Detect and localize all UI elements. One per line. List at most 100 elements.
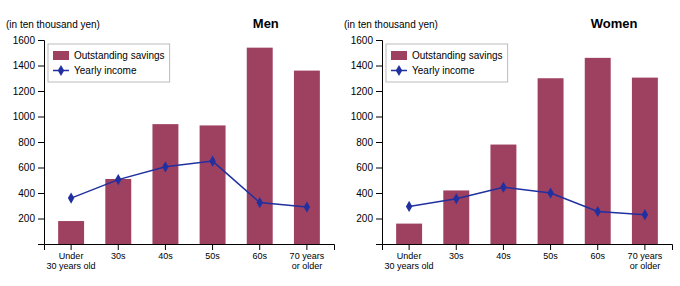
x-tick-mark — [306, 244, 307, 250]
marker — [304, 201, 310, 212]
legend-item: Outstanding savings — [53, 50, 165, 61]
line — [71, 161, 307, 207]
legend-label: Outstanding savings — [74, 50, 165, 61]
y-tick: 1000 — [13, 111, 44, 122]
y-axis-title: (in ten thousand yen) — [344, 19, 438, 30]
legend-swatch — [53, 51, 69, 60]
x-tick-label: 70 yearsor older — [290, 251, 325, 271]
text-line: 40s — [158, 251, 173, 261]
x-tick-label: 40s — [158, 251, 173, 261]
x-tick: 40s — [496, 244, 511, 261]
text-line: or older — [292, 261, 323, 271]
marker — [209, 156, 215, 167]
x-tick-label: 50s — [205, 251, 220, 261]
x-tick-label: 60s — [590, 251, 605, 261]
x-tick: 70 yearsor older — [628, 244, 663, 271]
y-tick-label: 1200 — [351, 86, 374, 97]
y-tick: 600 — [356, 162, 382, 173]
bar — [490, 145, 516, 244]
legend-frame — [48, 44, 170, 82]
x-tick-mark — [71, 244, 72, 250]
y-tick-mark — [376, 168, 382, 169]
x-tick: Under30 years old — [47, 244, 96, 271]
y-tick-label: 600 — [356, 162, 373, 173]
x-axis: Under30 years old 30s 40s 50s 60s 70 yearsor … — [383, 244, 673, 271]
y-tick-mark — [38, 91, 44, 92]
y-tick-label: 1600 — [13, 35, 36, 46]
y-tick-mark — [38, 219, 44, 220]
y-tick: 200 — [356, 213, 382, 224]
text-line: 50s — [543, 251, 558, 261]
x-tick-mark — [259, 244, 260, 250]
y-axis-title: (in ten thousand yen) — [6, 19, 100, 30]
y-tick-mark — [38, 142, 44, 143]
marker — [115, 174, 121, 185]
text-line: 50s — [205, 251, 220, 261]
text-line: 40s — [496, 251, 511, 261]
text-line: 30 years old — [47, 261, 96, 271]
bar — [396, 224, 422, 244]
legend-label: Yearly income — [74, 65, 137, 76]
y-tick-label: 600 — [18, 162, 35, 173]
marker — [406, 201, 412, 212]
y-tick: 1200 — [13, 86, 44, 97]
marker — [500, 182, 506, 193]
bar — [58, 221, 84, 244]
x-tick-label: 30s — [449, 251, 464, 261]
x-tick-mark — [550, 244, 551, 250]
y-axis: 2004006008001000120014001600 — [351, 35, 383, 245]
marker — [162, 161, 168, 172]
y-tick: 1400 — [351, 60, 382, 71]
x-tick-mark — [644, 244, 645, 250]
x-tick: 60s — [252, 244, 267, 261]
x-tick-mark — [456, 244, 457, 250]
y-tick-label: 1400 — [13, 60, 36, 71]
text-line: or older — [630, 261, 661, 271]
y-tick-mark — [38, 193, 44, 194]
bar — [538, 78, 564, 244]
y-tick-label: 1600 — [351, 35, 374, 46]
chart: 200 400 600 800 1000 1200 1400 1600 Under30 year… — [0, 0, 680, 286]
legend-marker — [58, 65, 64, 76]
x-tick-label: Under30 years old — [385, 251, 434, 271]
legend-marker — [396, 65, 402, 76]
bar — [443, 190, 469, 244]
legend-label: Yearly income — [412, 65, 475, 76]
x-tick-label: Under30 years old — [47, 251, 96, 271]
legend-item: Yearly income — [391, 65, 475, 76]
bar — [632, 78, 658, 244]
y-tick-label: 1200 — [13, 86, 36, 97]
x-tick-label: 30s — [111, 251, 126, 261]
legend-label: Outstanding savings — [412, 50, 503, 61]
y-tick: 200 — [18, 213, 44, 224]
x-tick: Under30 years old — [385, 244, 434, 271]
y-tick: 400 — [18, 188, 44, 199]
bar — [105, 179, 131, 244]
x-tick: 50s — [205, 244, 220, 261]
x-tick-label: 40s — [496, 251, 511, 261]
x-tick-label: 50s — [543, 251, 558, 261]
marker — [642, 209, 648, 220]
x-tick-mark — [118, 244, 119, 250]
legend-swatch — [391, 51, 407, 60]
bar — [585, 58, 611, 244]
marker — [453, 193, 459, 204]
y-tick: 1400 — [13, 60, 44, 71]
line — [409, 187, 645, 214]
y-axis-line — [376, 41, 383, 245]
y-tick-label: 400 — [18, 188, 35, 199]
x-tick: 30s — [449, 244, 464, 261]
title: Men — [253, 16, 279, 31]
y-tick: 600 — [18, 162, 44, 173]
bar — [247, 48, 273, 244]
x-tick-mark — [409, 244, 410, 250]
y-tick-mark — [376, 193, 382, 194]
y-tick: 800 — [356, 137, 382, 148]
y-tick-label: 1000 — [13, 111, 36, 122]
text-line: 70 years — [290, 251, 325, 261]
marks — [396, 58, 658, 244]
marker — [547, 187, 553, 198]
x-tick: 40s — [158, 244, 173, 261]
legend-frame — [386, 44, 508, 82]
x-tick-mark — [503, 244, 504, 250]
